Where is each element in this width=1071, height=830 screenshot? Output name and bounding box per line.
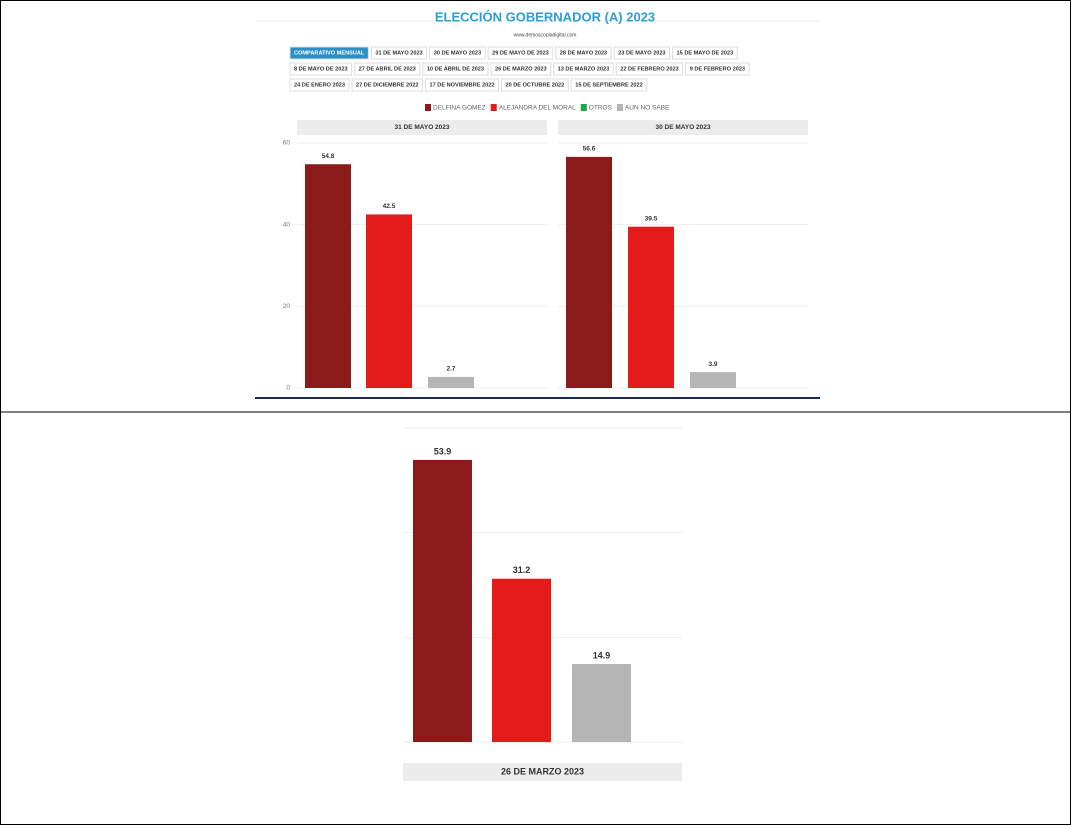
legend-swatch — [490, 104, 497, 111]
legend-swatch — [580, 104, 587, 111]
tab-label: 15 DE MAYO DE 2023 — [677, 50, 734, 56]
value-label: 14.9 — [593, 650, 611, 660]
panel-header — [403, 763, 682, 781]
tab[interactable] — [289, 46, 369, 60]
tab[interactable] — [570, 78, 648, 92]
y-tick-label: 40 — [283, 221, 291, 228]
y-tick-label: 0 — [286, 385, 290, 392]
value-label: 39.5 — [645, 215, 658, 222]
tab-label: 30 DE MAYO 2023 — [434, 50, 481, 56]
tab-label: 23 DE MAYO 2023 — [618, 50, 665, 56]
url: www.demoscopiadigital.com — [514, 32, 577, 38]
value-label: 42.5 — [383, 203, 396, 210]
legend-label: DELFINA GOMEZ — [433, 105, 486, 112]
value-label: 54.8 — [322, 153, 335, 160]
tab-label: 15 DE SEPTIEMBRE 2022 — [575, 82, 642, 88]
tab-label: 22 DE FEBRERO 2023 — [620, 66, 678, 72]
panel-title: 31 DE MAYO 2023 — [394, 124, 449, 131]
legend-label: ALEJANDRA DEL MORAL — [499, 105, 576, 112]
value-label: 3.9 — [708, 361, 717, 368]
bar — [428, 376, 474, 388]
tab-label: 10 DE ABRIL DE 2023 — [427, 66, 484, 72]
tab-label: 27 DE DICIEMBRE 2022 — [356, 82, 419, 88]
value-label: 31.2 — [513, 565, 531, 575]
value-label: 53.9 — [434, 446, 452, 456]
legend-swatch — [616, 104, 623, 111]
tab[interactable] — [555, 46, 612, 60]
panel-title: 26 DE MARZO 2023 — [501, 766, 584, 776]
tab-label: 8 DE MAYO DE 2023 — [294, 66, 348, 72]
bar — [413, 459, 472, 742]
legend-swatch — [425, 104, 431, 111]
tab[interactable] — [289, 78, 350, 92]
bar — [305, 164, 351, 388]
tab[interactable] — [672, 46, 738, 60]
bar — [690, 372, 736, 388]
tab[interactable] — [613, 46, 671, 60]
page-title: ELECCIÓN GOBERNADOR (A) 2023 — [435, 9, 655, 24]
panel-title: 30 DE MAYO 2023 — [655, 124, 710, 131]
tab-label: 20 DE OCTUBRE 2022 — [505, 82, 564, 88]
tab[interactable] — [685, 62, 750, 76]
panel-header — [297, 120, 547, 135]
tab-label: 28 DE MAYO 2023 — [560, 50, 607, 56]
legend-label: OTROS — [589, 105, 613, 112]
tab-label: 31 DE MAYO 2023 — [375, 50, 422, 56]
tab-label: 29 DE MAYO DE 2023 — [492, 50, 549, 56]
bar — [492, 578, 551, 742]
value-label: 56.6 — [583, 146, 596, 153]
tab[interactable] — [425, 78, 499, 92]
tab[interactable] — [490, 62, 552, 76]
y-tick-label: 60 — [283, 140, 291, 147]
tab-label: 26 DE MARZO 2023 — [495, 66, 547, 72]
y-tick-label: 20 — [283, 303, 291, 310]
tab[interactable] — [615, 62, 684, 76]
tab-label: 13 DE MARZO 2023 — [558, 66, 610, 72]
tab-label: 9 DE FEBRERO 2023 — [690, 66, 745, 72]
bar — [366, 214, 412, 388]
legend-label: AUN NO SABE — [625, 105, 670, 112]
tab[interactable] — [500, 78, 569, 92]
tab[interactable] — [354, 62, 421, 76]
tab[interactable] — [553, 62, 614, 76]
tab[interactable] — [370, 46, 428, 60]
tab-label: COMPARATIVO MENSUAL — [294, 50, 365, 56]
bar — [566, 156, 612, 388]
panel-header — [558, 120, 808, 135]
tab-label: 27 DE ABRIL DE 2023 — [359, 66, 416, 72]
tab[interactable] — [429, 46, 486, 60]
tab[interactable] — [289, 62, 353, 76]
tab[interactable] — [351, 78, 423, 92]
bar — [628, 226, 674, 388]
tab-label: 24 DE ENERO 2023 — [294, 82, 345, 88]
bar — [572, 664, 631, 742]
value-label: 2.7 — [446, 366, 455, 373]
tab[interactable] — [422, 62, 489, 76]
tab-label: 17 DE NOVIEMBRE 2022 — [430, 82, 495, 88]
tab[interactable] — [487, 46, 554, 60]
